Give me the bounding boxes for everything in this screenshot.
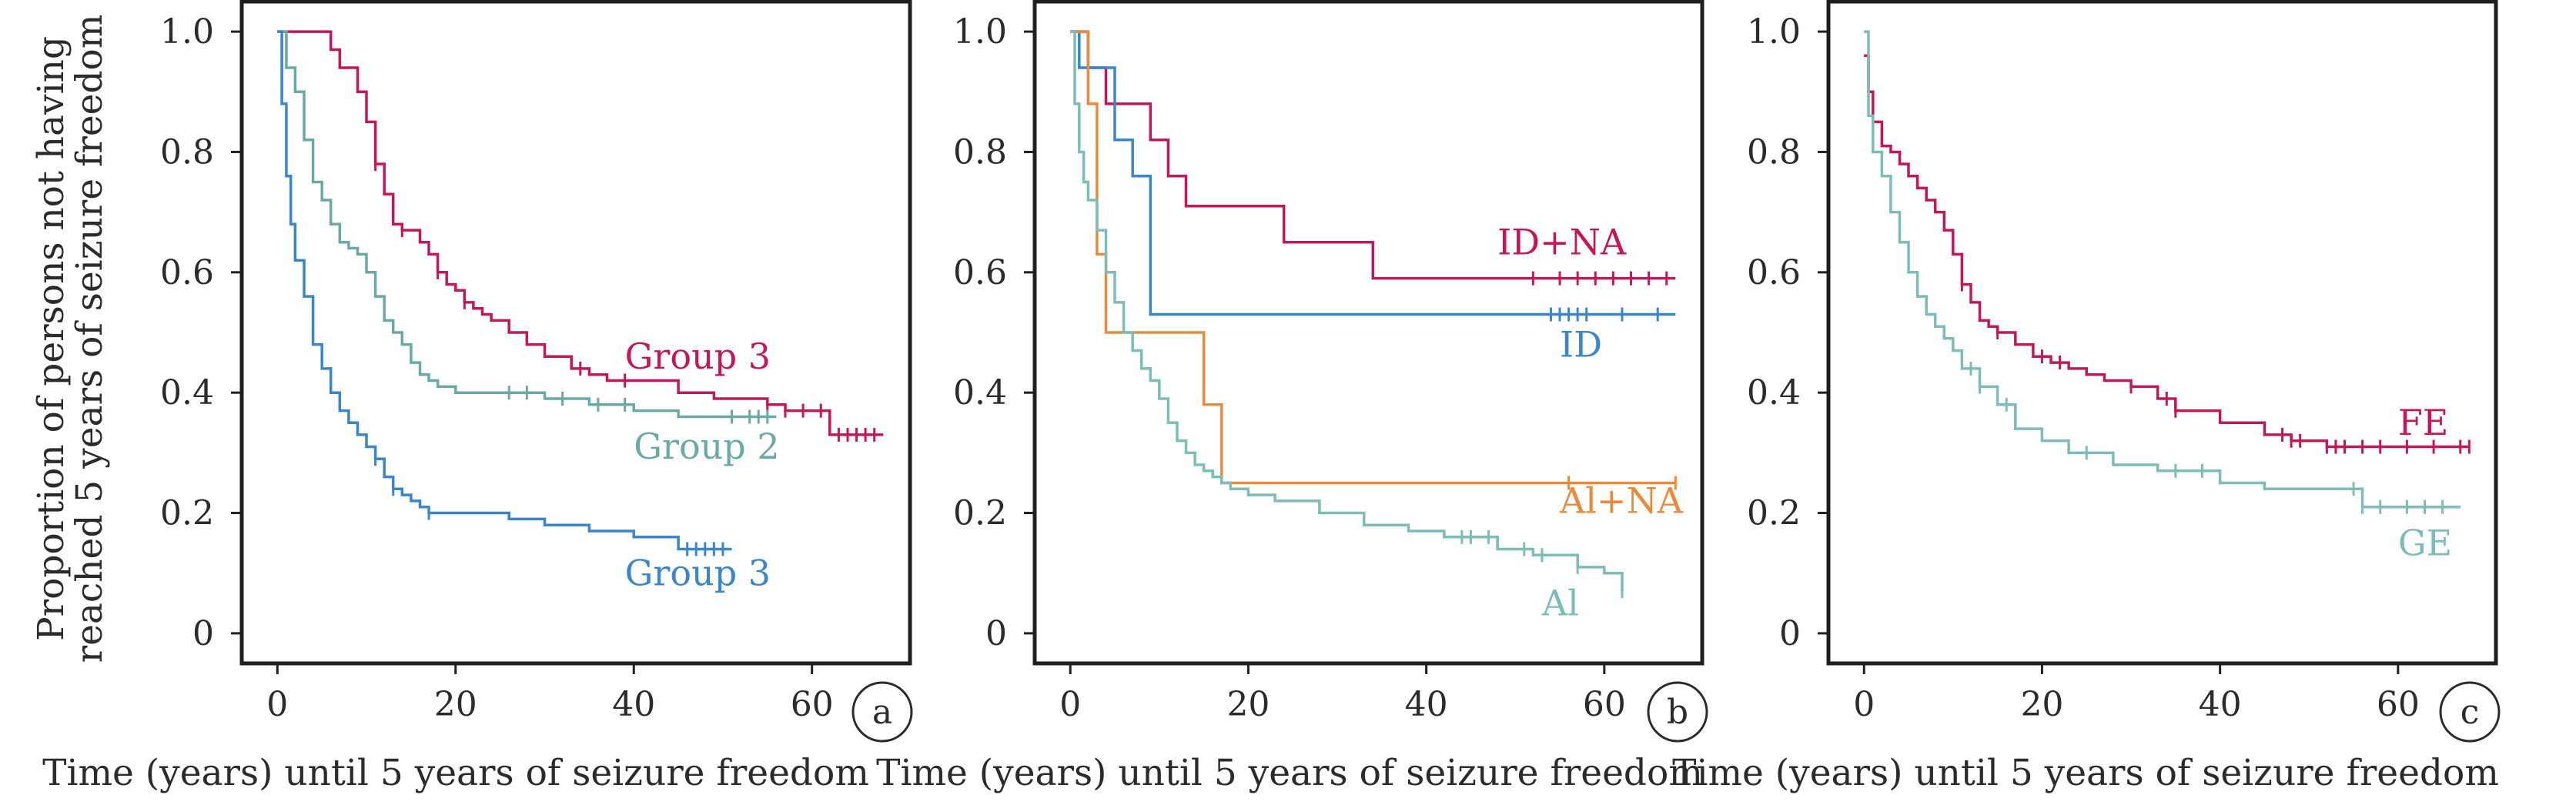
series-label: ID [1560,323,1602,365]
x-tick-label: 20 [1226,685,1270,724]
x-tick-label: 0 [266,685,288,724]
y-tick-label: 0.6 [160,253,214,292]
y-tick-label: 0.8 [1747,132,1801,172]
series-label: Group 2 [634,426,779,467]
x-axis-label: Time (years) until 5 years of seizure fr… [42,752,869,794]
series-group-3: Group 3 [277,30,884,442]
survival-curve [1070,30,1624,592]
panel-letter-circle [851,681,913,743]
x-tick-label: 60 [791,685,834,724]
panel-letter-circle [1647,681,1708,743]
series-label: Group 3 [625,336,771,377]
survival-curve [277,30,884,436]
x-axis-label: Time (years) until 5 years of seizure fr… [876,752,1703,794]
series-al: Al [1070,30,1624,623]
y-tick-label: 0.2 [953,494,1007,533]
series-label: Al+NA [1559,480,1684,522]
series-label: Group 3 [625,552,771,593]
series-group-2: Group 2 [277,30,780,467]
y-tick-label: 1.0 [953,12,1007,52]
x-tick-label: 20 [434,685,477,724]
x-tick-label: 60 [1583,685,1626,724]
y-tick-label: 0.4 [953,373,1007,413]
survival-curve [277,30,732,551]
panel-letter-circle [2439,681,2501,743]
y-tick-label: 1.0 [1747,12,1801,52]
y-tick-label: 0.2 [1747,494,1801,533]
x-tick-label: 40 [612,685,655,724]
y-tick-label: 0.4 [1747,373,1801,413]
series-ge: GE [1864,30,2461,563]
survival-curve [1864,30,2461,509]
y-tick-label: 0 [192,614,214,653]
y-tick-label: 0.8 [953,132,1007,172]
series-label: GE [2398,522,2452,563]
panel-a: Time (years) until 5 years of seizure fr… [42,0,913,794]
series-label: FE [2398,402,2449,443]
survival-curve [277,30,777,419]
y-tick-label: 0.6 [953,253,1007,292]
survival-curve [1864,54,2470,449]
y-tick-label: 0.4 [160,373,214,413]
series-group-3: Group 3 [277,30,771,593]
plot-frame [1826,0,2498,666]
x-tick-label: 40 [1405,685,1448,724]
y-tick-label: 0.8 [160,132,214,172]
survival-curve [1070,30,1676,485]
panel-letter: c [2461,693,2480,732]
series-fe: FE [1864,54,2471,454]
y-tick-label: 0.2 [160,494,214,533]
x-axis-label: Time (years) until 5 years of seizure fr… [1672,752,2499,794]
plot-frame [1032,0,1705,666]
x-tick-label: 40 [2199,685,2242,724]
series-al-na: Al+NA [1070,30,1684,522]
survival-curve [1070,30,1676,316]
series-label: Al [1541,582,1579,623]
series-label: ID+NA [1497,221,1627,262]
x-tick-label: 60 [2377,685,2420,724]
panel-letter: a [872,693,892,732]
plot-frame [239,0,912,666]
y-tick-label: 1.0 [160,12,214,52]
y-tick-label: 0 [1779,614,1801,653]
x-tick-label: 0 [1059,685,1081,724]
y-tick-label: 0.6 [1747,253,1801,292]
series-id: ID [1070,30,1676,365]
y-tick-label: 0 [985,614,1007,653]
panel-c: Time (years) until 5 years of seizure fr… [1672,0,2501,794]
x-tick-label: 0 [1853,685,1875,724]
y-axis-label-line-1: Proportion of persons not having [30,36,72,641]
panel-letter: b [1667,693,1688,732]
series-id-na: ID+NA [1070,30,1676,286]
x-tick-label: 20 [2020,685,2063,724]
y-axis-label-line-2: reached 5 years of seizure freedom [69,15,111,663]
y-axis-label: Proportion of persons not having reached… [30,15,111,663]
panel-b: Time (years) until 5 years of seizure fr… [876,0,1708,794]
